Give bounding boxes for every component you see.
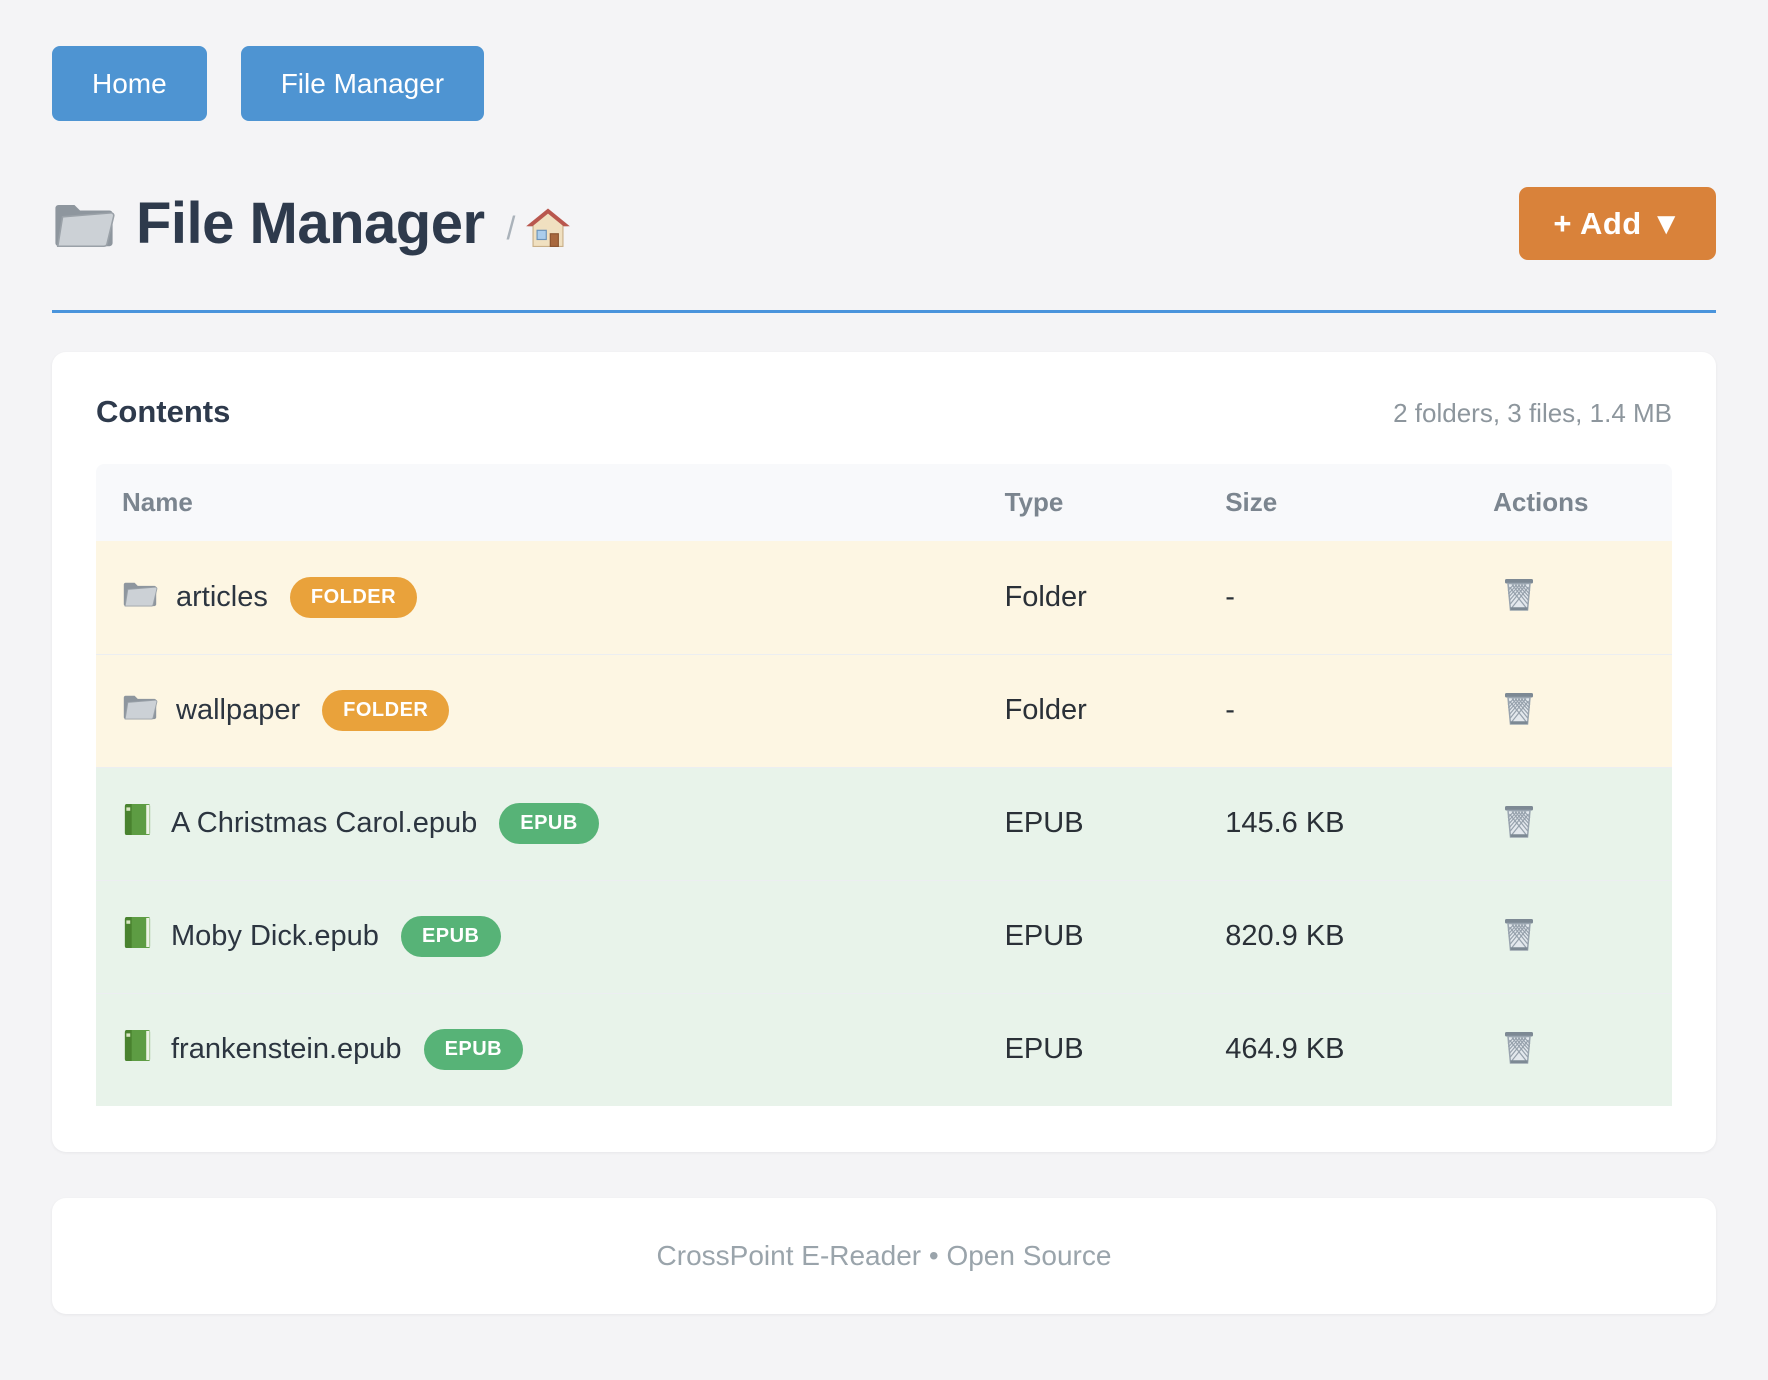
add-button[interactable]: + Add ▼	[1519, 187, 1716, 260]
folder-icon	[122, 691, 158, 730]
breadcrumb: File Manager /	[52, 190, 1519, 257]
contents-title: Contents	[96, 394, 231, 429]
size-cell: 464.9 KB	[1199, 992, 1468, 1106]
home-icon[interactable]	[525, 206, 571, 250]
column-header-size: Size	[1199, 464, 1468, 541]
book-icon	[122, 802, 153, 845]
delete-button[interactable]	[1499, 686, 1539, 733]
column-header-actions: Actions	[1467, 464, 1672, 541]
type-cell: EPUB	[978, 766, 1200, 880]
folder-icon	[52, 197, 116, 251]
nav-home-button[interactable]: Home	[52, 46, 207, 121]
type-cell: Folder	[978, 541, 1200, 654]
size-cell: 820.9 KB	[1199, 879, 1468, 993]
title-divider	[52, 310, 1716, 313]
type-badge: FOLDER	[289, 576, 418, 618]
size-cell: -	[1199, 541, 1468, 654]
table-row: articles FOLDER Folder -	[96, 541, 1672, 654]
column-header-type: Type	[978, 464, 1200, 541]
top-nav: Home File Manager	[52, 0, 1716, 121]
trash-icon	[1501, 801, 1537, 844]
trash-icon	[1501, 688, 1537, 731]
trash-icon	[1501, 914, 1537, 957]
table-row: wallpaper FOLDER Folder -	[96, 653, 1672, 767]
footer: CrossPoint E-Reader • Open Source	[52, 1198, 1716, 1314]
type-badge: EPUB	[423, 1029, 524, 1071]
files-table: Name Type Size Actions articles FOLDER F…	[96, 464, 1672, 1106]
trash-icon	[1501, 574, 1537, 617]
contents-card-header: Contents 2 folders, 3 files, 1.4 MB	[96, 394, 1672, 430]
type-badge: EPUB	[499, 803, 599, 844]
table-row: frankenstein.epub EPUB EPUB 464.9 KB	[96, 992, 1672, 1106]
page-title: File Manager	[136, 191, 485, 256]
file-name-link[interactable]: Moby Dick.epub	[171, 920, 379, 952]
size-cell: -	[1199, 653, 1468, 767]
delete-button[interactable]	[1499, 1025, 1539, 1072]
column-header-name: Name	[96, 464, 979, 541]
size-cell: 145.6 KB	[1199, 766, 1468, 880]
file-name-link[interactable]: frankenstein.epub	[171, 1033, 402, 1066]
contents-table-body: articles FOLDER Folder -	[96, 541, 1672, 1106]
table-header-row: Name Type Size Actions	[96, 464, 1672, 541]
type-badge: EPUB	[400, 916, 501, 957]
table-row: Moby Dick.epub EPUB EPUB 820.9 KB	[96, 879, 1672, 993]
delete-button[interactable]	[1499, 912, 1539, 959]
table-row: A Christmas Carol.epub EPUB EPUB 145.6 K…	[96, 766, 1672, 880]
type-cell: Folder	[978, 653, 1200, 767]
file-name-link[interactable]: A Christmas Carol.epub	[171, 807, 478, 839]
delete-button[interactable]	[1499, 799, 1539, 846]
type-badge: FOLDER	[322, 690, 450, 731]
book-icon	[122, 915, 153, 958]
type-cell: EPUB	[978, 879, 1200, 993]
delete-button[interactable]	[1499, 572, 1539, 619]
file-name-link[interactable]: wallpaper	[176, 694, 301, 726]
book-icon	[122, 1028, 153, 1071]
folder-icon	[122, 578, 158, 617]
trash-icon	[1501, 1027, 1537, 1070]
nav-file-manager-button[interactable]: File Manager	[240, 46, 485, 121]
page-header: File Manager / + Add ▼	[52, 187, 1716, 260]
file-name-link[interactable]: articles	[176, 580, 268, 613]
contents-summary: 2 folders, 3 files, 1.4 MB	[1393, 398, 1672, 428]
contents-card: Contents 2 folders, 3 files, 1.4 MB Name…	[52, 352, 1716, 1152]
breadcrumb-separator: /	[506, 210, 516, 246]
type-cell: EPUB	[978, 992, 1200, 1106]
footer-text: CrossPoint E-Reader • Open Source	[656, 1240, 1112, 1271]
